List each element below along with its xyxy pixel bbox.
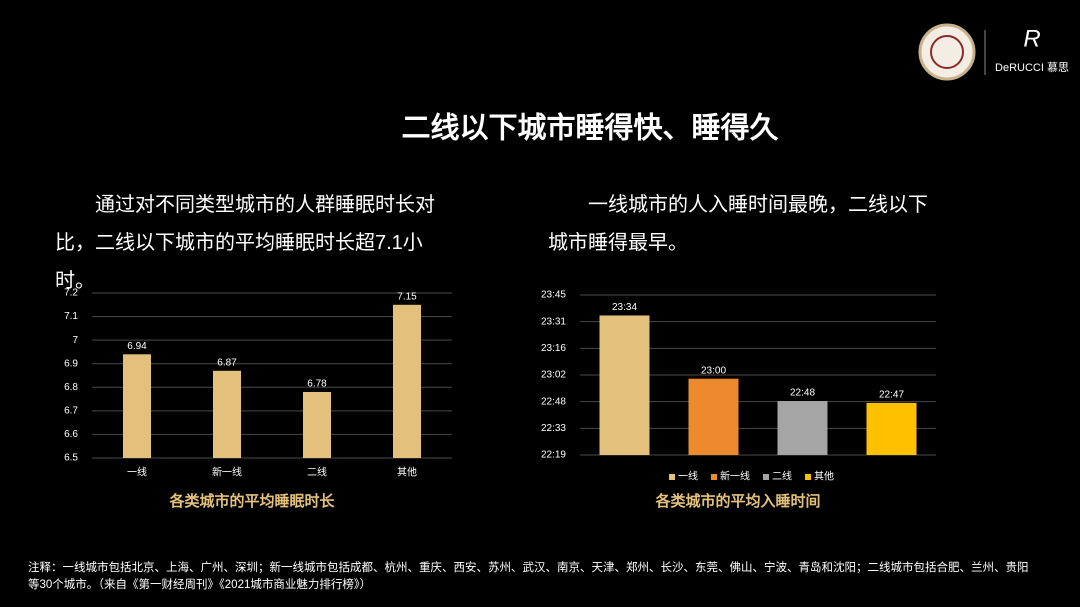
y-tick-label: 7.1 [64,311,78,322]
y-tick-label: 6.8 [64,382,78,393]
legend-swatch [711,474,717,480]
legend-swatch [669,474,675,480]
y-tick-label: 23:02 [541,370,566,381]
logo-inner [930,35,964,69]
legend-label: 二线 [772,470,792,483]
legend-swatch [805,474,811,480]
bar [303,392,331,458]
y-tick-label: 22:19 [541,450,566,461]
value-label: 23:34 [612,302,637,313]
brand: DeRUCCI 慕思 [995,60,1069,74]
y-tick-label: 23:45 [541,290,566,301]
bar [393,304,421,458]
legend-swatch [763,474,769,480]
y-tick-label: 22:48 [541,396,566,407]
y-tick-label: 22:33 [541,423,566,434]
y-tick-label: 6.9 [64,358,78,369]
slide-title: 二线以下城市睡得快、睡得久 [401,111,778,145]
legend-label: 一线 [678,470,698,483]
bar [213,370,241,458]
bar [777,401,828,455]
logo-badge [918,23,976,81]
legend-label: 新一线 [720,470,750,483]
value-label: 7.15 [397,291,417,302]
bar [866,402,917,455]
x-tick-label: 一线 [127,466,147,479]
y-tick-label: 7.2 [64,288,78,299]
bar [688,378,739,455]
paragraph-right: 一线城市的人入睡时间最晚，二线以下城市睡得最早。 [548,194,928,254]
y-tick-label: 7 [72,335,78,346]
value-label: 6.94 [127,341,147,352]
value-label: 23:00 [701,365,726,376]
y-tick-label: 6.6 [64,429,78,440]
value-label: 22:48 [790,388,815,399]
paragraph-left: 通过对不同类型城市的人群睡眠时长对比，二线以下城市的平均睡眠时长超7.1小时。 [55,194,435,292]
bar [123,354,151,458]
footnote: 注释：一线城市包括北京、上海、广州、深圳；新一线城市包括成都、杭州、重庆、西安、… [28,562,1029,591]
x-tick-label: 二线 [307,466,327,479]
bar [599,315,650,455]
x-tick-label: 其他 [397,466,417,479]
value-label: 22:47 [879,390,904,401]
value-label: 6.87 [217,357,237,368]
x-tick-label: 新一线 [212,466,242,479]
y-tick-label: 6.7 [64,405,78,416]
logo: R DeRUCCI 慕思 [918,23,1069,81]
logo-mark: R [1023,25,1040,52]
legend-label: 其他 [814,470,834,483]
y-tick-label: 23:31 [541,316,566,327]
value-label: 6.78 [307,379,327,390]
y-tick-label: 23:16 [541,343,566,354]
chart-title: 各类城市的平均入睡时间 [654,492,820,510]
chart-title: 各类城市的平均睡眠时长 [168,492,335,510]
y-tick-label: 6.5 [64,453,78,464]
